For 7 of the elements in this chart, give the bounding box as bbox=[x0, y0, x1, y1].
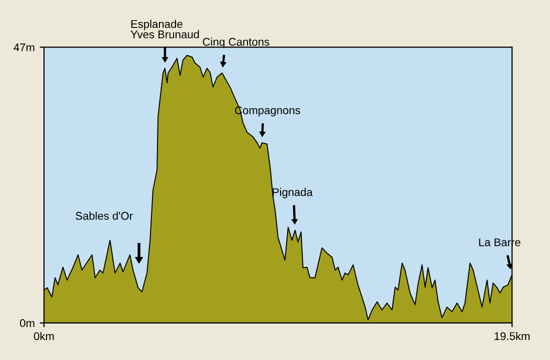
annotation: Cinq Cantons bbox=[202, 38, 270, 48]
x-tick-label: 19.5km bbox=[494, 332, 530, 340]
annotation: Esplanade Yves Brunaud bbox=[130, 20, 199, 38]
y-tick-label: 0m bbox=[20, 319, 34, 328]
x-tick-label: 0km bbox=[34, 332, 54, 340]
y-tick-label: 47m bbox=[14, 44, 34, 52]
annotation: Sables d'Or bbox=[76, 212, 133, 220]
